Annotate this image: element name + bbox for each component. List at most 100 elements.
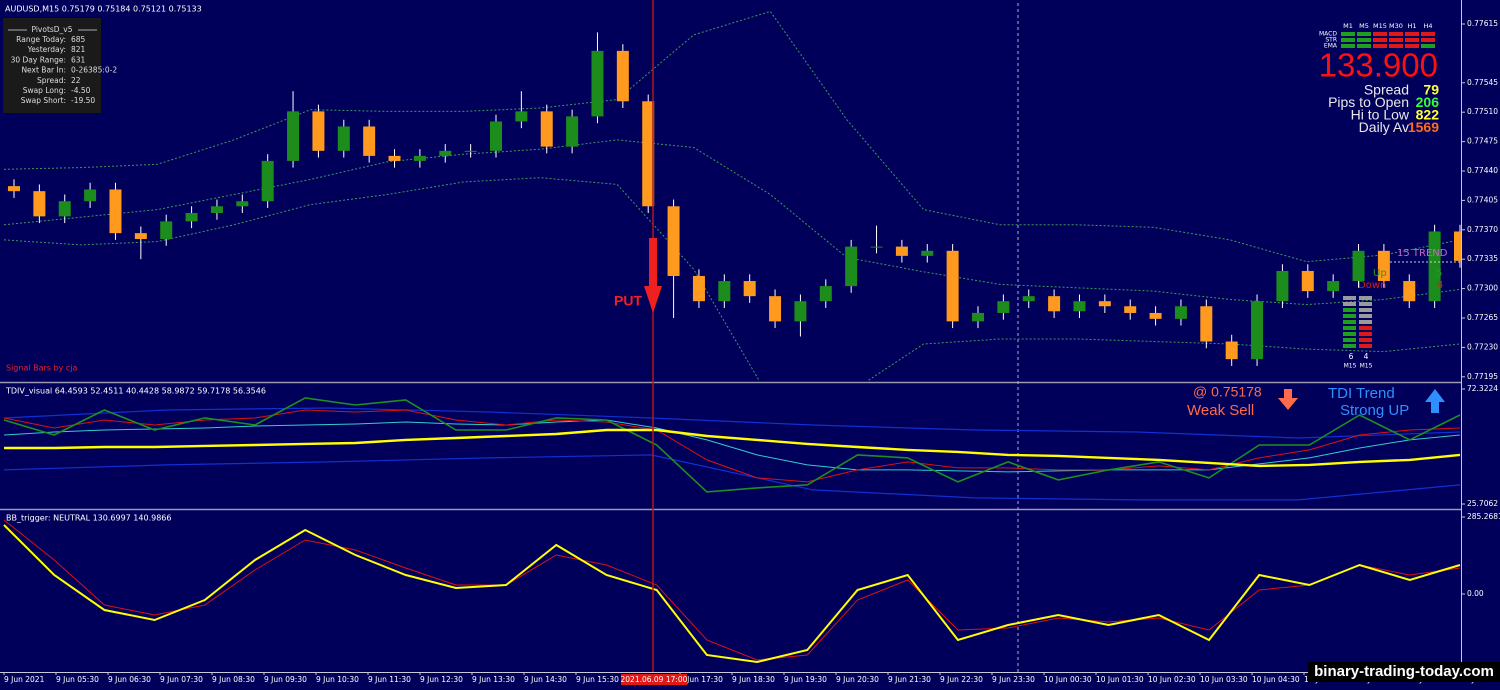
y-tick-label: 72.3224 [1467, 384, 1498, 393]
x-tick-label: 9 Jun 15:30 [576, 675, 619, 684]
candle-body [794, 301, 807, 322]
pivot-label: Swap Short: [21, 96, 66, 105]
signal-cell [1405, 44, 1419, 48]
strength-count: 4 [1364, 352, 1369, 361]
strength-cell [1359, 314, 1372, 318]
pivot-value: 22 [71, 76, 81, 85]
candle-body [109, 189, 122, 234]
candle-body [1073, 301, 1086, 312]
candle-body [388, 155, 401, 161]
indicator-line [3, 409, 1461, 483]
cursor-time-box [621, 674, 687, 685]
cursor-time: 2021.06.09 17:00 [621, 675, 688, 684]
x-tick-label: 9 Jun 13:30 [472, 675, 515, 684]
timeframe-label: M30 [1389, 22, 1403, 30]
y-tick-label: 0.77475 [1467, 137, 1498, 146]
tdi-signal: Weak Sell [1187, 402, 1254, 419]
strength-cell [1359, 344, 1372, 348]
pivot-value: 821 [71, 45, 86, 54]
candle-body [540, 111, 553, 147]
indicator-line [3, 397, 1461, 493]
pivot-label: Yesterday: [27, 45, 66, 54]
candle-body [8, 186, 20, 192]
trend-title: 15 TREND [1397, 248, 1448, 259]
pivot-label: Next Bar In: [21, 66, 66, 75]
indicator-line [3, 524, 1461, 664]
candle-body [515, 111, 528, 122]
timeframe-label: H4 [1423, 22, 1432, 30]
strength-cell [1343, 332, 1356, 336]
x-tick-label: 9 Jun 10:30 [316, 675, 359, 684]
bollinger-band [3, 139, 1461, 306]
strength-cell [1359, 302, 1372, 306]
candle-body [819, 286, 832, 302]
indicator-line [3, 519, 1461, 661]
y-tick-label: 0.77545 [1467, 78, 1498, 87]
signal-cell [1357, 32, 1371, 36]
signal-cell [1357, 44, 1371, 48]
signal-cell [1405, 38, 1419, 42]
candle-body [642, 101, 655, 207]
x-tick-label: 10 Jun 04:30 [1252, 675, 1300, 684]
candle-body [185, 213, 198, 222]
x-tick-label: 10 Jun 02:30 [1148, 675, 1196, 684]
signal-label: PUT [614, 293, 642, 309]
candle-body [1276, 270, 1289, 302]
timeframe-label: M1 [1343, 22, 1353, 30]
signal-cell [1421, 38, 1435, 42]
y-tick-label: 0.77300 [1467, 284, 1498, 293]
pivot-label: Swap Long: [23, 86, 66, 95]
x-tick-label: 9 Jun 17:30 [680, 675, 723, 684]
signal-row-label: EMA [1324, 43, 1338, 50]
strength-frame: M15 [1344, 363, 1357, 370]
y-tick-label: 0.77370 [1467, 225, 1498, 234]
candle-body [1251, 301, 1264, 360]
y-tick-label: 0.77335 [1467, 254, 1498, 263]
x-tick-label: 9 Jun 14:30 [524, 675, 567, 684]
timeframe-label: M5 [1359, 22, 1369, 30]
strength-cell [1359, 326, 1372, 330]
candle-body [845, 246, 858, 287]
candle-body [1098, 301, 1111, 307]
pivot-value: -4.50 [71, 86, 91, 95]
candle-body [895, 246, 908, 256]
candle-body [413, 155, 426, 161]
strength-cell [1343, 320, 1356, 324]
signal-cell [1389, 44, 1403, 48]
y-tick-label: 0.77615 [1467, 19, 1498, 28]
x-tick-label: 9 Jun 12:30 [420, 675, 463, 684]
x-tick-label: 9 Jun 19:30 [784, 675, 827, 684]
candle-body [160, 221, 173, 240]
candle-body [490, 121, 502, 151]
candle-body [261, 160, 274, 202]
candle-body [667, 206, 680, 276]
signal-cell [1421, 44, 1435, 48]
x-tick-label: 10 Jun 00:30 [1044, 675, 1092, 684]
indicator-title: TDIV_visual 64.4593 52.4511 40.4428 58.9… [5, 387, 266, 396]
candle-body [946, 250, 959, 322]
pivot-value: -19.50 [71, 96, 95, 105]
candle-body [312, 111, 325, 151]
trend-up: Up [1373, 268, 1387, 279]
indicator-line [4, 428, 1461, 468]
x-tick-label: 9 Jun 18:30 [732, 675, 775, 684]
trend-down: Down [1358, 280, 1386, 291]
strength-cell [1343, 344, 1356, 348]
strength-cell [1343, 296, 1356, 300]
strength-cell [1359, 338, 1372, 342]
y-tick-label: 0.77265 [1467, 313, 1498, 322]
candle-body [134, 233, 147, 240]
bollinger-band [3, 177, 1461, 381]
pivot-value: 631 [71, 55, 86, 64]
sell-arrow [1278, 389, 1298, 410]
x-tick-label: 9 Jun 07:30 [160, 675, 203, 684]
candle-body [1022, 296, 1035, 302]
strength-frame: M15 [1360, 363, 1373, 370]
x-tick-label: 9 Jun 06:30 [108, 675, 151, 684]
y-tick-label: 0.77195 [1467, 372, 1498, 381]
signal-cell [1373, 32, 1387, 36]
x-tick-label: 10 Jun 03:30 [1200, 675, 1248, 684]
strength-cell [1359, 308, 1372, 312]
